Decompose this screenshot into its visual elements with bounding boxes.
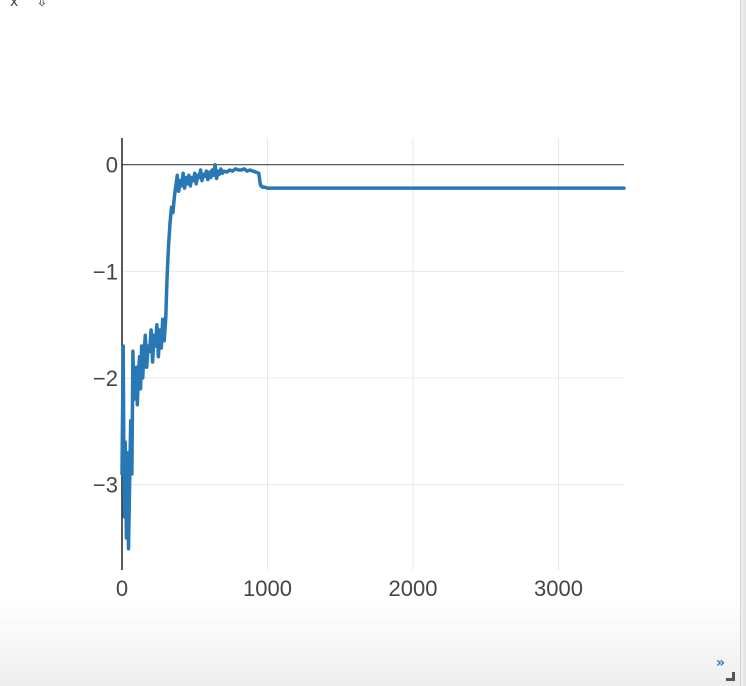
y-tick-label: −2 <box>93 366 118 391</box>
line-chart: 0 1000 2000 3000 0 −1 −2 −3 <box>93 138 626 601</box>
y-tick-label: −1 <box>93 259 118 284</box>
x-tick-label: 0 <box>116 576 128 601</box>
series-layer <box>120 162 626 551</box>
scrollbar-track[interactable] <box>740 0 746 686</box>
resize-grip-icon[interactable] <box>724 670 736 682</box>
axis-layer <box>121 138 624 570</box>
bottom-panel <box>0 600 740 686</box>
download-icon[interactable]: ⇩ <box>36 0 48 10</box>
series-line <box>120 162 626 551</box>
y-tick-label: 0 <box>106 153 118 178</box>
x-tick-label: 3000 <box>534 576 583 601</box>
grid-layer <box>122 138 624 570</box>
tick-labels: 0 1000 2000 3000 0 −1 −2 −3 <box>93 153 583 601</box>
expand-icon[interactable]: » <box>716 655 726 671</box>
x-tick-label: 1000 <box>243 576 292 601</box>
plot-toolbar: x ⇩ <box>0 0 746 12</box>
y-tick-label: −3 <box>93 473 118 498</box>
close-icon[interactable]: x <box>10 0 19 10</box>
x-tick-label: 2000 <box>389 576 438 601</box>
